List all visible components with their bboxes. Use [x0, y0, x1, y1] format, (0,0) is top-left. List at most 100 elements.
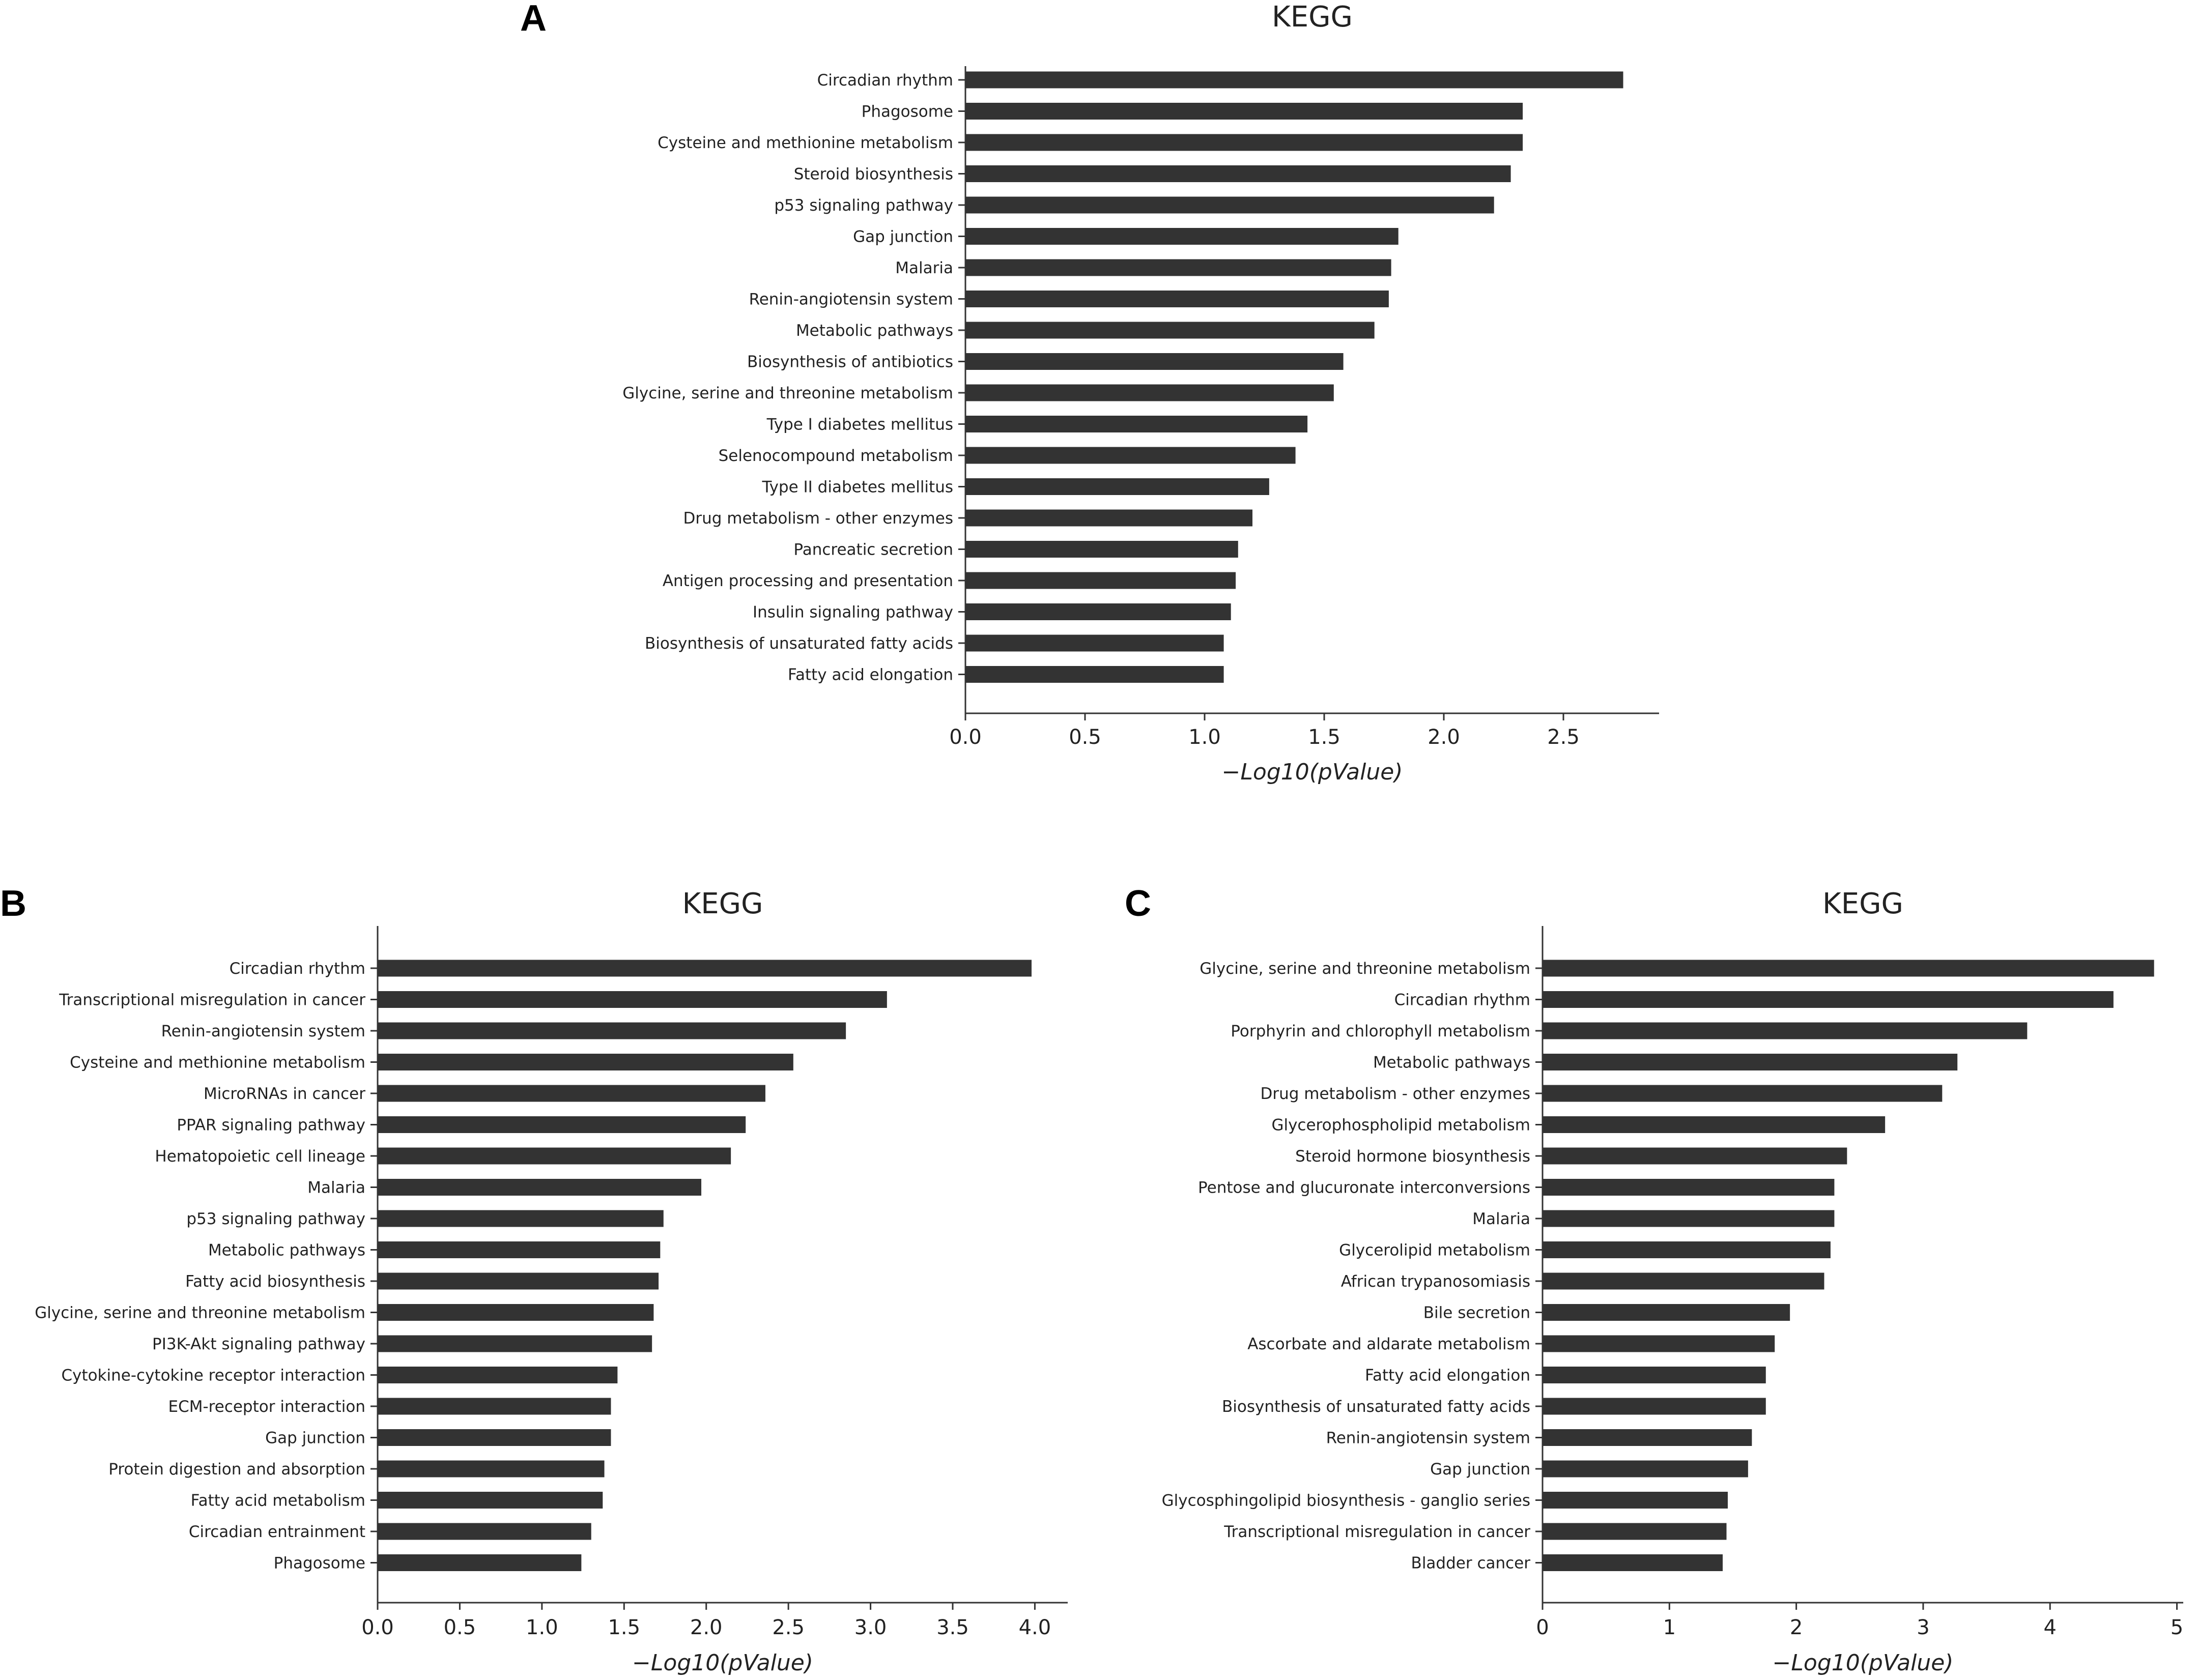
bar-c-11: [1543, 1304, 1790, 1321]
bar-b-13: [378, 1367, 618, 1383]
category-label-c-19: Bladder cancer: [1411, 1554, 1531, 1573]
panel-letter-b: B: [0, 883, 26, 924]
category-label-b-11: Glycine, serine and threonine metabolism: [35, 1304, 365, 1322]
bar-b-15: [378, 1429, 611, 1446]
category-label-b-8: p53 signaling pathway: [186, 1210, 365, 1228]
bar-b-10: [378, 1272, 659, 1290]
category-label-a-15: Pancreatic secretion: [793, 541, 953, 559]
bar-a-4: [965, 196, 1494, 214]
category-label-c-8: Malaria: [1472, 1210, 1530, 1228]
x-tick-label-b-0: 0.0: [361, 1616, 394, 1639]
bar-c-13: [1543, 1367, 1766, 1383]
bar-a-9: [965, 353, 1344, 370]
category-label-c-6: Steroid hormone biosynthesis: [1295, 1147, 1530, 1166]
bar-a-2: [965, 134, 1523, 151]
bar-c-5: [1543, 1116, 1886, 1133]
bar-c-18: [1543, 1523, 1727, 1540]
x-tick-label-a-0: 0.0: [949, 726, 982, 749]
category-label-a-8: Metabolic pathways: [796, 322, 953, 340]
panel-letter-c: C: [1125, 883, 1151, 924]
category-label-c-4: Drug metabolism - other enzymes: [1260, 1085, 1530, 1103]
bar-b-17: [378, 1492, 603, 1509]
chart-title-a: KEGG: [1272, 1, 1353, 34]
category-label-a-18: Biosynthesis of unsaturated fatty acids: [645, 634, 953, 653]
panel-a-chart: A KEGG Circadian rhythm Phagosome Cysteine a…: [520, 0, 1659, 785]
bar-c-10: [1543, 1272, 1824, 1290]
category-label-b-18: Circadian entrainment: [189, 1523, 365, 1541]
x-tick-label-b-8: 4.0: [1019, 1616, 1051, 1639]
x-tick-label-c-1: 1: [1663, 1616, 1676, 1639]
category-label-c-18: Transcriptional misregulation in cancer: [1223, 1523, 1530, 1541]
category-label-a-6: Malaria: [895, 259, 953, 277]
category-label-b-14: ECM-receptor interaction: [168, 1398, 365, 1416]
bar-b-18: [378, 1523, 591, 1540]
chart-title-c: KEGG: [1822, 887, 1903, 920]
category-label-b-4: MicroRNAs in cancer: [204, 1085, 365, 1103]
x-tick-label-a-4: 2.0: [1428, 726, 1460, 749]
category-label-a-7: Renin-angiotensin system: [749, 291, 953, 309]
category-label-a-9: Biosynthesis of antibiotics: [747, 353, 953, 371]
category-label-b-13: Cytokine-cytokine receptor interaction: [61, 1367, 365, 1385]
bar-c-12: [1543, 1335, 1775, 1352]
bar-a-14: [965, 509, 1252, 527]
category-label-a-17: Insulin signaling pathway: [753, 603, 953, 622]
x-tick-label-a-1: 0.5: [1069, 726, 1101, 749]
bar-a-18: [965, 634, 1224, 652]
bar-b-4: [378, 1085, 765, 1102]
category-label-c-2: Porphyrin and chlorophyll metabolism: [1231, 1022, 1530, 1040]
bar-a-0: [965, 71, 1623, 89]
bar-c-7: [1543, 1179, 1835, 1196]
bar-b-1: [378, 991, 887, 1008]
x-tick-label-a-5: 2.5: [1547, 726, 1580, 749]
x-tick-label-b-6: 3.0: [854, 1616, 887, 1639]
category-label-b-17: Fatty acid metabolism: [191, 1492, 365, 1510]
bar-a-11: [965, 416, 1308, 432]
bar-b-12: [378, 1335, 652, 1352]
bar-b-3: [378, 1054, 793, 1070]
bar-b-2: [378, 1022, 846, 1039]
category-label-b-16: Protein digestion and absorption: [108, 1460, 365, 1479]
x-tick-label-c-3: 3: [1917, 1616, 1929, 1639]
category-label-c-12: Ascorbate and aldarate metabolism: [1247, 1335, 1530, 1353]
category-label-b-9: Metabolic pathways: [208, 1241, 365, 1260]
x-tick-label-c-2: 2: [1790, 1616, 1803, 1639]
category-label-c-10: African trypanosomiasis: [1341, 1272, 1530, 1291]
panel-letter-a: A: [520, 0, 547, 39]
category-label-a-10: Glycine, serine and threonine metabolism: [622, 384, 953, 402]
x-tick-label-c-5: 5: [2171, 1616, 2183, 1639]
category-label-a-11: Type I diabetes mellitus: [766, 416, 953, 434]
bar-a-15: [965, 541, 1238, 558]
bar-c-4: [1543, 1085, 1943, 1102]
bar-b-14: [378, 1398, 611, 1415]
category-label-a-3: Steroid biosynthesis: [794, 165, 953, 184]
category-label-b-2: Renin-angiotensin system: [161, 1022, 365, 1040]
category-label-a-5: Gap junction: [853, 228, 953, 246]
bar-b-7: [378, 1179, 702, 1196]
category-label-c-9: Glycerolipid metabolism: [1339, 1241, 1530, 1260]
x-axis-label-c: −Log10(pValue): [1773, 1650, 1954, 1676]
bar-b-0: [378, 960, 1032, 977]
category-label-b-15: Gap junction: [265, 1429, 365, 1447]
panel-c-chart: C KEGG Glycine, serine and threonine metab…: [1125, 883, 2183, 1676]
bar-c-2: [1543, 1022, 2028, 1039]
x-axis-label-b: −Log10(pValue): [632, 1650, 813, 1676]
category-label-b-12: PI3K-Akt signaling pathway: [152, 1335, 365, 1353]
bar-c-0: [1543, 960, 2154, 977]
x-tick-label-b-7: 3.5: [936, 1616, 969, 1639]
category-label-a-12: Selenocompound metabolism: [719, 447, 953, 465]
bar-a-12: [965, 447, 1296, 464]
bar-a-5: [965, 228, 1399, 245]
category-label-c-0: Glycine, serine and threonine metabolism: [1200, 960, 1530, 978]
category-label-a-2: Cysteine and methionine metabolism: [658, 134, 953, 152]
category-label-b-1: Transcriptional misregulation in cancer: [59, 991, 365, 1009]
bar-a-13: [965, 478, 1269, 495]
category-label-b-7: Malaria: [307, 1179, 365, 1197]
x-tick-label-b-5: 2.5: [772, 1616, 805, 1639]
bar-b-9: [378, 1241, 661, 1258]
category-label-c-16: Gap junction: [1430, 1460, 1530, 1479]
bar-a-1: [965, 103, 1523, 120]
category-label-c-15: Renin-angiotensin system: [1326, 1429, 1530, 1447]
category-label-a-1: Phagosome: [862, 103, 953, 121]
bar-b-19: [378, 1554, 582, 1571]
bar-a-8: [965, 322, 1375, 339]
